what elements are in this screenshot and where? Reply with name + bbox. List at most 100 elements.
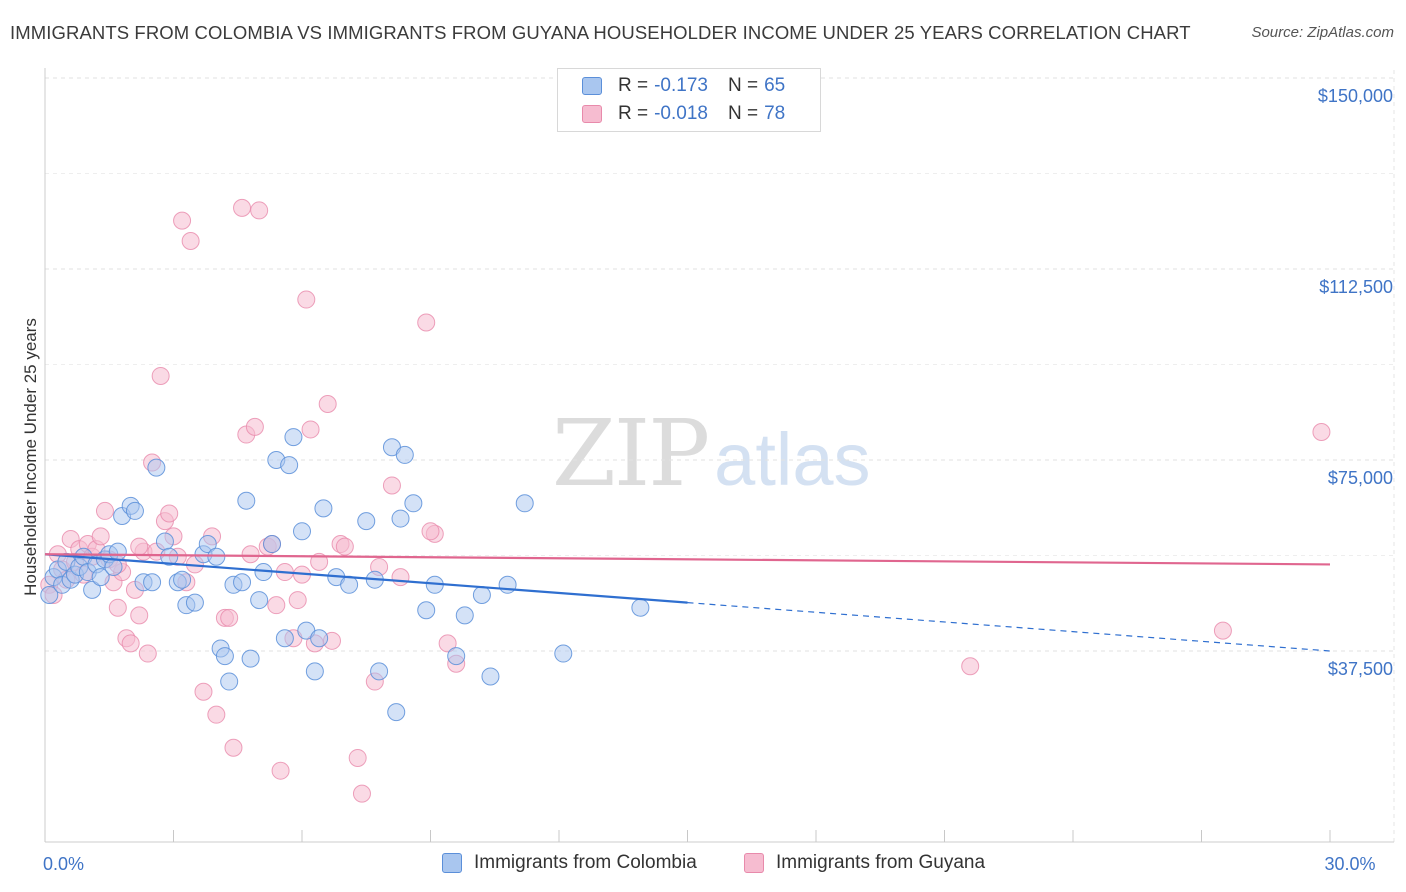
colombia-point [237,491,256,510]
colombia-point [284,428,303,447]
legend-n-label: N = [727,103,759,124]
colombia-point [185,593,204,612]
watermark: ZIPatlas [552,400,870,507]
x-tick-label: 30.0% [1324,854,1375,874]
guyana-point [271,761,290,780]
colombia-point [215,647,234,666]
colombia-point [275,629,294,648]
colombia-point [417,601,436,620]
guyana-point [121,634,140,653]
guyana-point [335,537,354,556]
guyana-point [220,608,239,627]
guyana-points [40,198,1331,803]
colombia-point [395,445,414,464]
guyana-point [318,394,337,413]
y-tick-label: $150,000 [1318,86,1393,106]
guyana-point [301,420,320,439]
legend-n-value: 78 [764,103,786,124]
colombia-point [220,672,239,691]
colombia-point [357,512,376,531]
legend-n-label: N = [727,75,759,96]
colombia-point [147,458,166,477]
colombia-point [314,499,333,518]
guyana-point [961,657,980,676]
guyana-point [173,211,192,230]
colombia-point [404,494,423,513]
colombia-point [340,575,359,594]
colombia-point [280,456,299,475]
colombia-point [233,573,252,592]
colombia-point [472,585,491,604]
guyana-point [310,552,329,571]
y-tick-label: $112,500 [1319,277,1393,297]
legend-row-guyana: R = -0.018 N = 78 [582,101,785,127]
guyana-point [267,596,286,615]
colombia-point [370,662,389,681]
chart-title: IMMIGRANTS FROM COLOMBIA VS IMMIGRANTS F… [10,22,1191,43]
guyana-trend-line [44,553,1331,566]
guyana-point [382,476,401,495]
colombia-point [91,568,110,587]
guyana-point [91,527,110,546]
grid-lines [45,70,1395,842]
colombia-point [207,547,226,566]
y-tick-label: $37,500 [1328,659,1393,679]
guyana-legend-label: Immigrants from Guyana [776,852,986,873]
guyana-point [207,705,226,724]
guyana-point [421,522,440,541]
colombia-point [498,575,517,594]
axes [44,68,1394,843]
guyana-point [224,738,243,757]
colombia-point [241,649,260,668]
guyana-point [348,748,367,767]
colombia-point [631,598,650,617]
guyana-point [160,504,179,523]
colombia-trend-extension [687,602,1331,652]
guyana-point [417,313,436,332]
colombia-point [250,591,269,610]
colombia-legend-label: Immigrants from Colombia [474,852,697,873]
guyana-point [108,598,127,617]
colombia-points [40,428,650,722]
legend-r-value: -0.018 [654,103,708,124]
colombia-point [143,573,162,592]
colombia-point [263,535,282,554]
guyana-point [438,634,457,653]
guyana-point [297,290,316,309]
colombia-point [160,547,179,566]
series-legend: Immigrants from Colombia Immigrants from… [0,852,1406,878]
colombia-point [125,501,144,520]
guyana-point [151,366,170,385]
guyana-point [130,537,149,556]
guyana-point [130,606,149,625]
guyana-point [181,231,200,250]
colombia-point [455,606,474,625]
guyana-point [138,644,157,663]
correlation-legend: R = -0.173 N = 65 R = -0.018 N = 78 [557,68,821,132]
colombia-point [173,570,192,589]
guyana-point [288,591,307,610]
colombia-trend-line [44,553,688,604]
y-axis-label: Householder Income Under 25 years [21,318,40,596]
colombia-point [305,662,324,681]
colombia-point [447,647,466,666]
guyana-point [1213,621,1232,640]
legend-n-value: 65 [764,75,786,96]
colombia-point [108,542,127,561]
watermark-zip: ZIP [552,400,710,507]
source-label: Source: ZipAtlas.com [1251,24,1394,41]
x-tick-label: 0.0% [43,854,84,874]
colombia-point [40,585,59,604]
guyana-point [352,784,371,803]
guyana-point [250,201,269,220]
guyana-point [391,568,410,587]
guyana-point [245,417,264,436]
colombia-point [387,703,406,722]
colombia-point [83,580,102,599]
legend-item-colombia: Immigrants from Colombia [442,852,697,874]
trend-lines [44,553,1331,652]
colombia-point [310,629,329,648]
colombia-point [155,532,174,551]
guyana-point [241,545,260,564]
